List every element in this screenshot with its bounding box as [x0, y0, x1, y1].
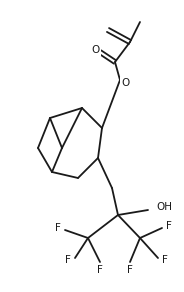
Text: F: F — [97, 265, 103, 275]
Text: F: F — [166, 221, 172, 231]
Text: F: F — [55, 223, 61, 233]
Text: F: F — [65, 255, 71, 265]
Text: F: F — [127, 265, 133, 275]
Text: O: O — [92, 45, 100, 55]
Text: F: F — [162, 255, 168, 265]
Text: OH: OH — [156, 202, 172, 212]
Text: O: O — [121, 78, 129, 88]
